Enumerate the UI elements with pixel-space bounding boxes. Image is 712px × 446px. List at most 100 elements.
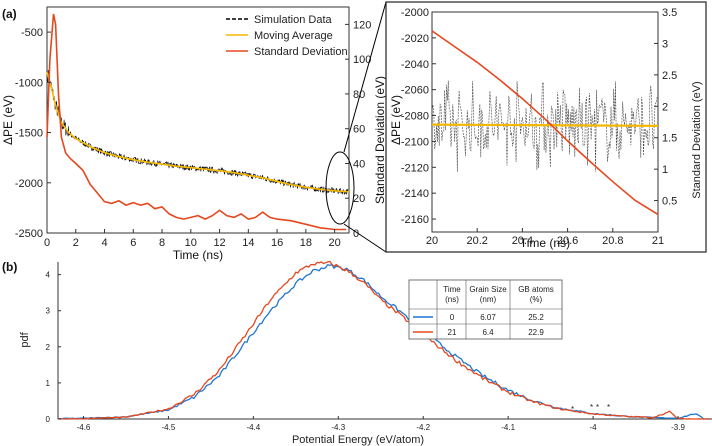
x-tick-label: 20.2 [466,235,487,247]
x-tick-label: -3.9 [671,423,685,432]
simulation-data-line [431,80,658,172]
y-tick-label: -2000 [401,7,429,19]
x-tick-label: 2 [73,237,79,249]
y-tick-label: -2060 [401,85,429,97]
right-tick-label: 1 [662,164,668,176]
moving-average-line [46,72,350,193]
x-tick-label: 20 [426,235,438,247]
zoom-connector-bottom [343,223,387,253]
inset-y-axis-label: ΔPE (eV) [389,95,403,145]
x-tick-label: 12 [213,237,225,249]
y-tick-label: -500 [21,27,43,39]
table-cell-time: 21 [448,328,457,337]
x-tick-label: 10 [185,237,197,249]
x-tick-label: 20.6 [557,235,578,247]
plot-b-x-axis-label: Potential Energy (eV/atom) [292,434,424,446]
standard-deviation-line [431,30,659,216]
table-cell-gb-atoms: 22.9 [528,328,544,337]
x-tick-label: 14 [242,237,254,249]
table-header-gb-atoms: GB atoms (%) [518,285,554,304]
y-tick-label: -2160 [401,214,429,226]
standard-deviation-line [46,13,347,231]
legend-moving-average-label: Moving Average [254,30,333,42]
plot-a-right-axis-label: Standard Deviation (eV) [373,76,387,204]
y-tick-label: 4 [46,271,51,280]
inset-simulation-data [431,80,658,172]
panel-label-a: (a) [2,7,17,21]
x-tick-label: -4.5 [162,423,176,432]
right-tick-label: 60 [353,124,365,136]
x-tick-label: -4.4 [246,423,260,432]
plot-a-inset: 20 20.2 20.4 20.6 20.8 21 -2000 -2020 -2040 -206… [385,1,707,253]
inset-right-axis-label: Standard Deviation (eV) [691,81,703,198]
y-tick-label: -2100 [401,136,429,148]
y-tick-label: -2000 [15,178,43,190]
pdf-line-21-ns [57,260,710,420]
right-tick-label: 3 [662,38,668,50]
table-cell-gb-atoms: 25.2 [528,313,544,322]
right-tick-label: 40 [353,158,365,170]
panel-label-b: (b) [2,260,17,274]
y-tick-label: -2020 [401,33,429,45]
x-tick-label: 4 [101,237,107,249]
x-tick-label: 21 [652,235,664,247]
x-tick-label: -4.3 [331,423,345,432]
x-tick-label: 18 [300,237,312,249]
y-tick-label: -2120 [401,162,429,174]
legend-standard-deviation-label: Standard Deviation [254,46,348,58]
simulation-data-line [47,69,349,196]
plot-a-y-axis-label: ΔPE (eV) [1,95,15,145]
table-cell-time: 0 [450,313,455,322]
x-tick-label: 0 [44,237,50,249]
y-tick-label: 3 [46,307,51,316]
right-tick-label: 120 [353,19,371,31]
inset-x-axis-label: Time (ns) [520,236,570,250]
y-tick-label: 0 [46,415,51,424]
y-tick-label: -1000 [15,77,43,89]
data-table: Time (ns) Grain Size (nm) GB atoms (%) 0 6.… [408,279,563,340]
y-tick-label: -2140 [401,188,429,200]
plot-a-x-axis-label: Time (ns) [173,248,223,262]
x-tick-label: -4.6 [77,423,91,432]
y-tick-label: -2040 [401,59,429,71]
moving-average-line [431,123,659,127]
table-header-time: Time (ns) [443,285,461,304]
right-tick-label: 0.5 [662,196,677,208]
outlier-marker: * [571,405,574,414]
x-tick-label: 16 [271,237,283,249]
table-border [408,279,563,340]
x-tick-label: 20.4 [512,235,533,247]
table-cell-grain-size: 6.4 [482,328,494,337]
legend: Simulation Data Moving Average Standard … [226,14,348,58]
right-tick-label: 100 [353,54,371,66]
x-tick-label: -4.2 [416,423,430,432]
x-tick-label: -4 [590,423,598,432]
x-tick-label: 6 [130,237,136,249]
right-tick-label: 20 [353,193,365,205]
right-tick-label: 2.5 [662,70,677,82]
zoom-region-ellipse [325,151,355,225]
y-tick-label: -2500 [15,228,43,240]
plot-a-main: 0 2 4 6 8 10 12 14 16 18 20 -500 -1000 -1500 -2000 -25… [1,1,387,262]
plot-a-frame [46,6,350,234]
outlier-marker: * [596,403,599,412]
table-cell-grain-size: 6.07 [480,313,496,322]
outlier-marker: * [607,403,610,412]
plot-b: -4.6 -4.5 -4.4 -4.3 -4.2 -4.1 -4 -3.9 0 1 2 3 4 Pot… [19,260,712,446]
right-tick-label: 0 [353,228,359,240]
y-tick-label: 2 [46,343,51,352]
y-tick-label: -1500 [15,128,43,140]
y-tick-label: -2080 [401,111,429,123]
pdf-line-0-ns [57,263,710,420]
legend-simulation-data-label: Simulation Data [254,14,333,26]
table-header-grain-size: Grain Size (nm) [469,285,507,304]
x-tick-label: 20 [328,237,340,249]
zoom-connector-top [343,1,387,153]
plot-b-y-axis-label: pdf [19,331,31,347]
x-tick-label: 8 [159,237,165,249]
x-tick-label: 20.8 [602,235,623,247]
right-tick-label: 1.5 [662,133,677,145]
inset-plot-frame [431,11,659,233]
plot-a-simulation-data [47,69,349,196]
